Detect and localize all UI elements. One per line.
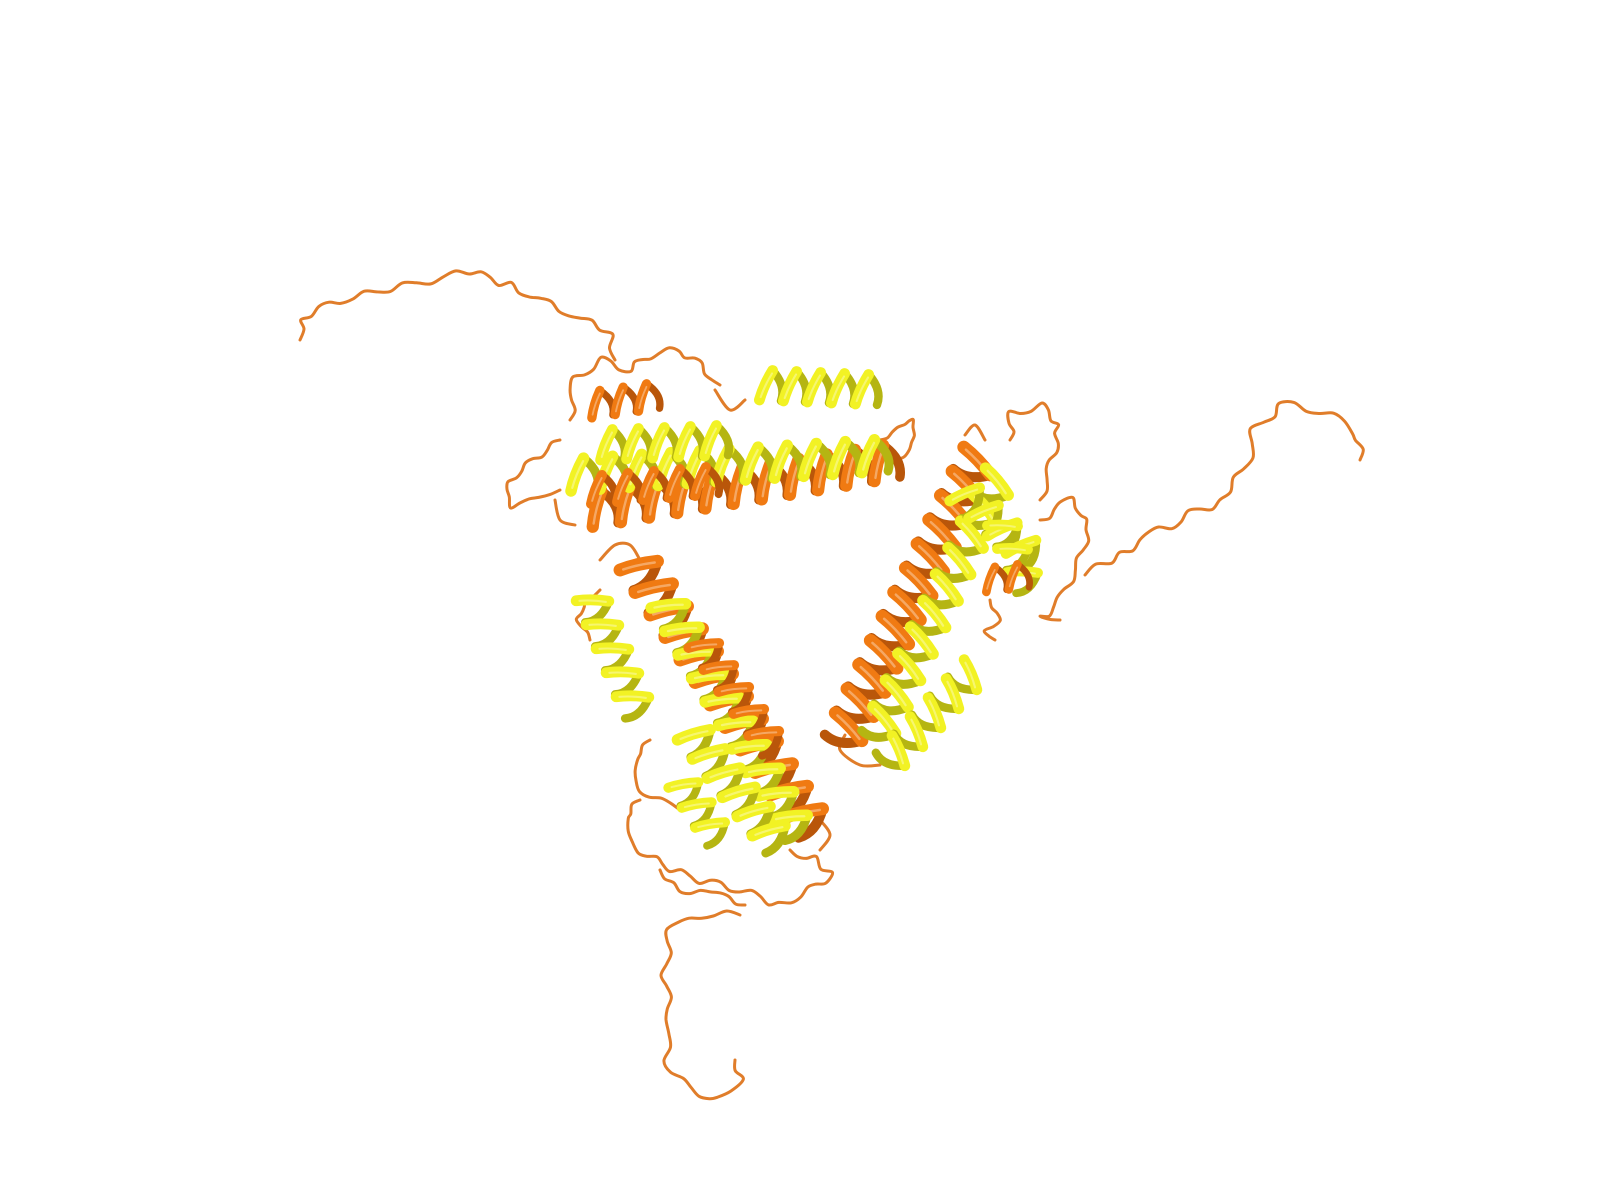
helix-c-lower-yellow bbox=[871, 654, 983, 772]
loop-b-6 bbox=[818, 818, 832, 852]
tail-bottom bbox=[659, 909, 745, 1101]
helix-a-mid-yellow bbox=[595, 420, 734, 466]
helix-a-small-orange bbox=[587, 379, 664, 423]
loop-a-4 bbox=[553, 498, 577, 527]
helix-a-inner-orange bbox=[586, 461, 724, 509]
helix-regions bbox=[565, 365, 1043, 858]
helix-b-small-yellow bbox=[663, 777, 731, 850]
loop-a-3 bbox=[878, 417, 916, 467]
loop-a-2 bbox=[568, 346, 722, 422]
helix-c-side-yellow bbox=[982, 519, 1043, 598]
helix-c-small-orange bbox=[981, 560, 1033, 597]
loop-b-3 bbox=[633, 738, 682, 812]
loop-b-5 bbox=[658, 868, 747, 907]
loop-b-4 bbox=[626, 798, 835, 907]
tail-top-left bbox=[298, 269, 617, 362]
loop-c-4 bbox=[963, 423, 987, 442]
helix-b-lower-yellow bbox=[671, 723, 791, 858]
helix-b-side-yellow bbox=[570, 594, 655, 723]
loop-regions bbox=[298, 269, 1365, 1101]
loop-c-2 bbox=[1038, 495, 1091, 622]
loop-c-1 bbox=[1006, 401, 1061, 502]
helix-b-inner-orange bbox=[683, 638, 785, 760]
loop-a-1 bbox=[505, 438, 562, 510]
loop-a-5 bbox=[713, 388, 747, 412]
tail-right bbox=[1083, 400, 1365, 577]
loop-c-3 bbox=[982, 598, 1002, 642]
helix-c-long-orange bbox=[819, 440, 997, 748]
loop-b-1 bbox=[598, 541, 642, 562]
helix-a-short-yellow bbox=[753, 365, 883, 410]
